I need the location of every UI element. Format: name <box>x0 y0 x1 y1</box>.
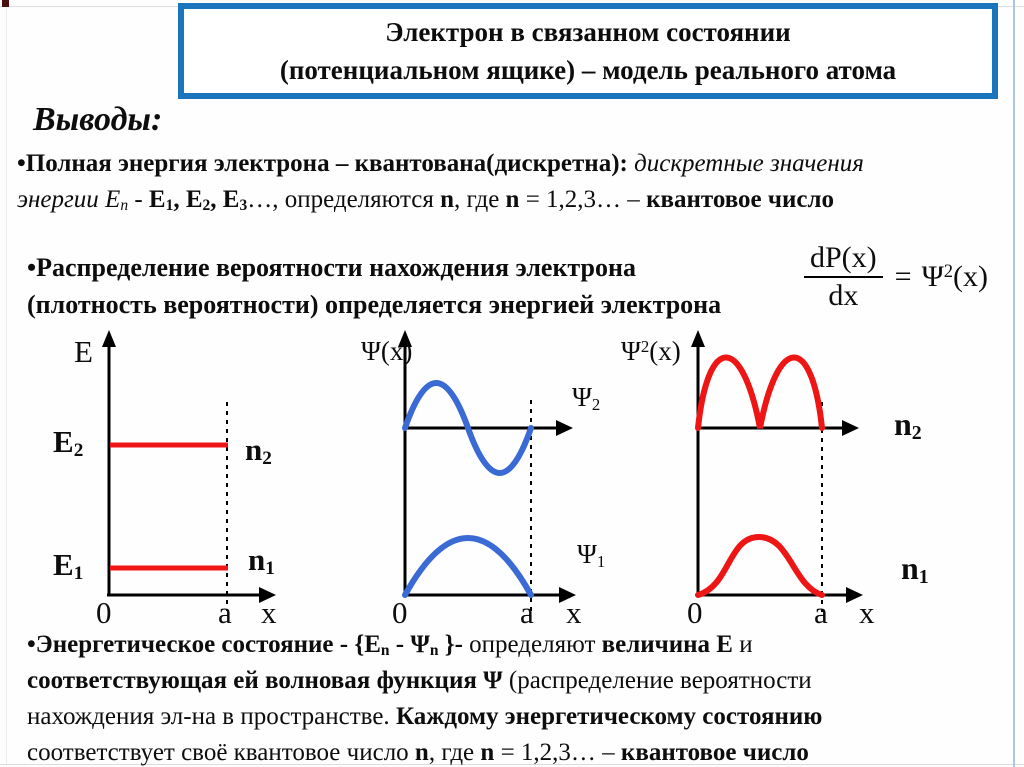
psi1-label: Ψ1 <box>577 539 606 571</box>
conclusions-heading: Выводы: <box>33 101 163 138</box>
slide-right-edge-line <box>1013 0 1015 767</box>
energy-y-axis-arrow <box>102 330 116 347</box>
corner-mark <box>2 0 9 7</box>
psi-origin-label: 0 <box>392 595 408 630</box>
energy-x-axis-arrow <box>259 587 276 603</box>
psi-y-axis-arrow <box>398 330 412 347</box>
prob-n1-x-axis-arrow <box>846 587 863 603</box>
diagrams-canvas <box>102 330 863 612</box>
title-line-1: Электрон в связанном состоянии <box>385 17 791 47</box>
psi2-x-axis-arrow <box>556 420 573 436</box>
energy-a-label: a <box>218 595 232 630</box>
psi-a-label: a <box>520 595 534 630</box>
formula-fraction-bar <box>804 276 883 278</box>
energy-n2-label: n2 <box>245 432 272 470</box>
psi-squared-y-axis-arrow <box>691 330 705 347</box>
slide-left-edge-line <box>6 6 7 764</box>
prob-n2-x-axis-arrow <box>842 420 859 436</box>
prob-n2-label: n2 <box>894 406 922 445</box>
formula-denominator: dx <box>828 279 859 312</box>
bullet-energy-state: •Энергетическое состояние - {En - Ψn }- … <box>27 631 823 766</box>
prob-origin-label: 0 <box>687 595 703 630</box>
energy-level-2-label: E2 <box>53 424 84 462</box>
energy-x-label: x <box>261 595 277 630</box>
formula-equals: = <box>894 260 912 293</box>
prob-n1-curve <box>695 533 825 598</box>
prob-a-label: a <box>814 595 828 630</box>
slide-bottom-edge-line <box>0 764 1024 765</box>
prob-n1-label: n1 <box>901 550 929 589</box>
bullet-probability-distribution: •Распределение вероятности нахождения эл… <box>27 253 722 319</box>
psi-axis-label: Ψ(x) <box>361 336 413 366</box>
probability-diagram <box>691 330 863 612</box>
wavefunction-diagram <box>398 330 576 612</box>
title-line-2: (потенциальном ящике) – модель реального… <box>279 55 897 85</box>
energy-origin-label: 0 <box>96 595 112 630</box>
probability-density-formula: dP(x) dx = Ψ2(x) <box>804 240 988 314</box>
energy-level-1-label: E1 <box>53 547 84 585</box>
psi1-wave-curve <box>402 535 534 598</box>
prob-n2-curve <box>695 354 825 431</box>
prob-x-label: x <box>859 595 875 630</box>
bullet-energy-quantization: •Полная энергия электрона – квантована(д… <box>17 150 864 215</box>
energy-n1-label: n1 <box>248 542 275 580</box>
formula-fraction: dP(x) dx <box>804 240 883 314</box>
formula-psi: Ψ2(x) <box>921 260 989 293</box>
psi2-label: Ψ2 <box>572 382 601 414</box>
title-box: Электрон в связанном состоянии (потенциа… <box>178 3 998 99</box>
psi1-x-axis-arrow <box>559 587 576 603</box>
psi-squared-axis-label: Ψ2(x) <box>621 336 681 366</box>
energy-diagram <box>102 330 276 611</box>
psi2-wave-curve <box>402 380 534 476</box>
psi-x-label: x <box>566 595 582 630</box>
formula-rhs: = Ψ2(x) <box>895 260 988 294</box>
formula-numerator: dP(x) <box>810 241 877 274</box>
energy-axis-label: E <box>74 334 93 369</box>
